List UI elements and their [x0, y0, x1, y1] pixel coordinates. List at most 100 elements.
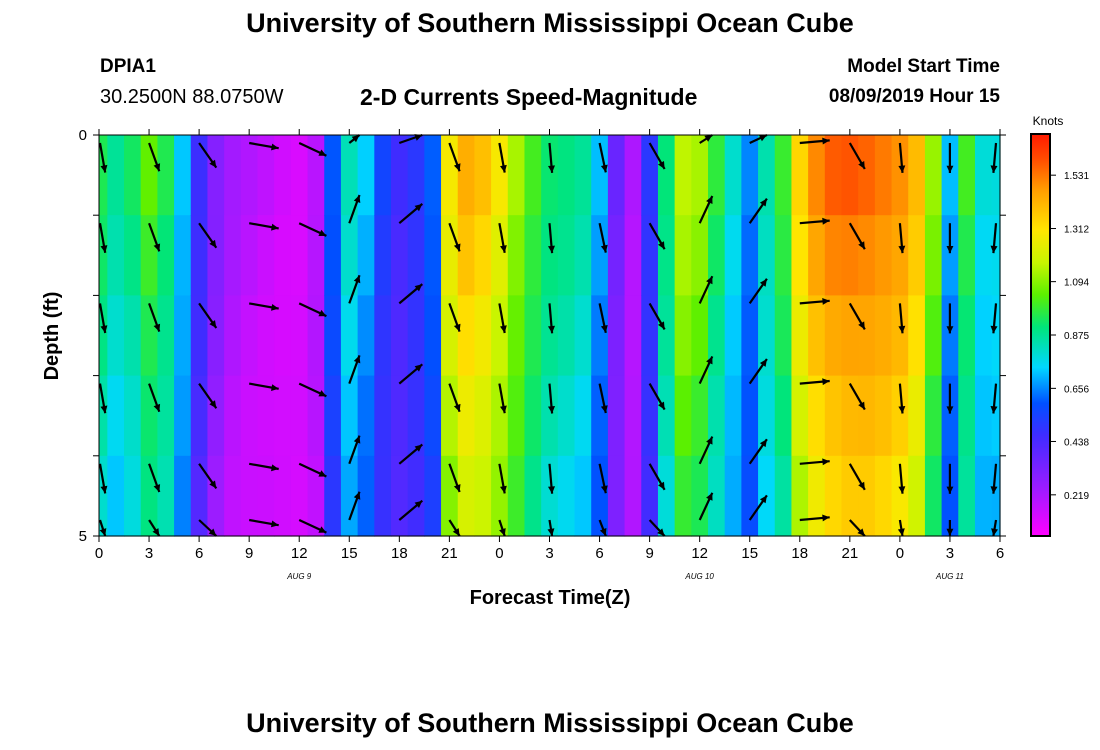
current-arrow [249, 518, 279, 528]
heatmap-cell [958, 215, 976, 296]
heatmap-cell [290, 455, 309, 537]
heatmap-cell [190, 215, 209, 296]
heatmap-cell [924, 375, 943, 457]
date-label: AUG 9 [286, 572, 312, 581]
heatmap-cell [691, 295, 709, 377]
heatmap-cell [107, 135, 125, 216]
heatmap-cell [674, 295, 692, 377]
current-arrow [198, 463, 218, 490]
heatmap-cell [808, 135, 826, 216]
heatmap-cell [357, 455, 375, 537]
current-arrow [98, 463, 108, 494]
heatmap-cell [741, 135, 759, 216]
heatmap-cell [874, 215, 893, 296]
current-arrow [148, 463, 161, 493]
heatmap-cell [224, 135, 242, 216]
heatmap-cell [324, 375, 342, 457]
current-arrow [990, 463, 998, 494]
heatmap-cell [708, 295, 726, 377]
heatmap-cell [407, 455, 425, 537]
heatmap-cell [99, 375, 108, 457]
heatmap-cell [674, 215, 692, 296]
heatmap-cell [457, 375, 476, 457]
heatmap-cell [507, 295, 526, 377]
heatmap-cell [708, 455, 726, 537]
current-arrow [990, 383, 998, 414]
heatmap-cell [240, 215, 259, 296]
heatmap-cell [324, 455, 342, 537]
y-tick-label: 5 [79, 528, 87, 545]
x-tick-label: 6 [595, 545, 603, 562]
heatmap-cell [474, 295, 492, 377]
heatmap-cell [791, 295, 809, 377]
heatmap-cell [524, 375, 542, 457]
heatmap-cell [124, 215, 142, 296]
current-arrow [448, 463, 461, 493]
current-arrow [946, 383, 954, 414]
current-arrow [548, 142, 555, 173]
colorbar-tick-label: 0.656 [1064, 384, 1089, 395]
heatmap-cell [140, 455, 158, 537]
heatmap-cell [124, 455, 142, 537]
heatmap-cell [841, 455, 859, 537]
x-tick-label: 21 [841, 545, 858, 562]
heatmap-cell [941, 375, 959, 457]
heatmap-cell [491, 215, 509, 296]
heatmap-cell [507, 135, 526, 216]
heatmap-cell [974, 375, 993, 457]
heatmap-cell [257, 375, 275, 457]
heatmap-cell [190, 375, 209, 457]
current-arrow [898, 142, 906, 173]
current-arrow [648, 383, 666, 411]
current-arrow [198, 142, 218, 169]
current-arrow [298, 462, 327, 478]
heatmap-cell [758, 295, 776, 377]
heatmap-cell [541, 215, 559, 296]
current-arrow [848, 383, 866, 411]
heatmap-cell [657, 135, 676, 216]
station-coordinates: 30.2500N 88.0750W [100, 86, 284, 108]
current-arrow [848, 142, 866, 170]
heatmap-cell [741, 455, 759, 537]
colorbar-tick-label: 1.312 [1064, 225, 1089, 236]
heatmap-cell [557, 135, 576, 216]
heatmap-cell [374, 455, 392, 537]
current-arrow [398, 283, 424, 305]
heatmap-cell [174, 375, 192, 457]
heatmap-cell [591, 295, 609, 377]
current-arrow [946, 463, 954, 494]
heatmap-cell [541, 375, 559, 457]
current-arrow [448, 303, 461, 332]
heatmap-cell [274, 135, 292, 216]
current-arrow [598, 519, 607, 537]
heatmap-cell [624, 455, 642, 537]
heatmap-cell [107, 295, 125, 377]
heatmap-cell [207, 135, 225, 216]
heatmap-cell [808, 215, 826, 296]
heatmap-cell [891, 135, 909, 216]
current-arrow [598, 303, 608, 334]
x-tick-label: 21 [441, 545, 458, 562]
heatmap-cell [674, 455, 692, 537]
heatmap-cell [140, 295, 158, 377]
heatmap-cell [824, 135, 843, 216]
current-arrow [398, 363, 424, 385]
current-arrow [990, 142, 998, 173]
heatmap-cell [157, 215, 175, 296]
heatmap-cell [607, 215, 626, 296]
heatmap-cell [824, 375, 843, 457]
heatmap-cell [758, 215, 776, 296]
heatmap-cell [908, 375, 926, 457]
heatmap-cell [441, 375, 459, 457]
heatmap-cell [107, 455, 125, 537]
heatmap-cell [607, 455, 626, 537]
heatmap-cell [858, 135, 876, 216]
current-arrow [748, 358, 768, 385]
heatmap-cell [641, 295, 659, 377]
heatmap-cell [991, 455, 1001, 537]
current-arrow [448, 222, 461, 252]
heatmap-cell [908, 455, 926, 537]
heatmap-cell [274, 375, 292, 457]
heatmap-cell [290, 135, 309, 216]
heatmap-cell [774, 215, 793, 296]
